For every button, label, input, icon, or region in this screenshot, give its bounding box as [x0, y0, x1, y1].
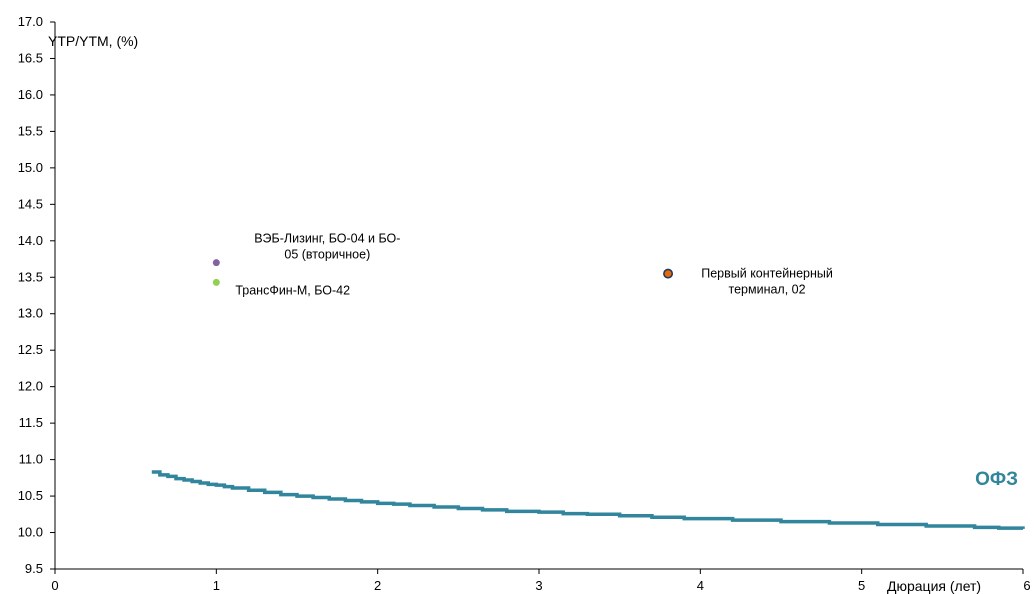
series-label-ofz: ОФЗ	[975, 469, 1018, 490]
y-tick-label: 9.5	[25, 561, 43, 576]
y-tick-label: 15.5	[18, 123, 43, 138]
point-label: 05 (вторичное)	[284, 248, 370, 262]
points-layer: ВЭБ-Лизинг, БО-04 и БО- 05 (вторичное) Тра…	[212, 232, 833, 297]
y-tick-label: 13.0	[18, 306, 43, 321]
x-tick-label: 5	[858, 578, 865, 593]
y-tick-label: 10.0	[18, 525, 43, 540]
y-tick-label: 11.5	[19, 415, 43, 430]
y-tick-label: 13.5	[18, 269, 43, 284]
x-tick-label: 2	[374, 578, 381, 593]
data-point	[663, 268, 674, 279]
series-layer: ОФЗ	[151, 469, 1025, 530]
y-tick-label: 14.0	[18, 233, 43, 248]
y-tick-label: 16.5	[18, 50, 43, 65]
point-label: ВЭБ-Лизинг, БО-04 и БО-	[254, 232, 400, 246]
y-axis: 9.5 10.0 10.5 11.0 11.5 12.0 12.5 13.0 13.5 14.0 1…	[18, 14, 56, 576]
y-axis-title: YTP/YTM, (%)	[48, 33, 138, 49]
y-tick-label: 12.0	[18, 379, 43, 394]
x-tick-label: 0	[51, 578, 58, 593]
data-point	[212, 259, 220, 267]
x-tick-label: 4	[697, 578, 704, 593]
y-tick-label: 12.5	[18, 342, 43, 357]
x-tick-label: 6	[1023, 578, 1030, 593]
point-label: Первый контейнерный	[701, 267, 833, 281]
y-tick-label: 10.5	[18, 488, 43, 503]
x-axis-title: Дюрация (лет)	[887, 578, 981, 594]
x-tick-label: 3	[535, 578, 542, 593]
y-tick-label: 11.0	[19, 452, 43, 467]
y-tick-label: 16.0	[18, 87, 43, 102]
point-label: терминал, 02	[729, 283, 806, 297]
x-axis: 0 1 2 3 4 5 6	[51, 568, 1031, 593]
y-tick-label: 17.0	[18, 14, 43, 29]
data-point	[212, 278, 220, 286]
point-label: ТрансФин-М, БО-42	[235, 283, 350, 297]
y-tick-label: 14.5	[18, 196, 43, 211]
x-tick-label: 1	[213, 578, 220, 593]
y-tick-label: 15.0	[18, 160, 43, 175]
series-line-ofz	[151, 470, 1025, 530]
